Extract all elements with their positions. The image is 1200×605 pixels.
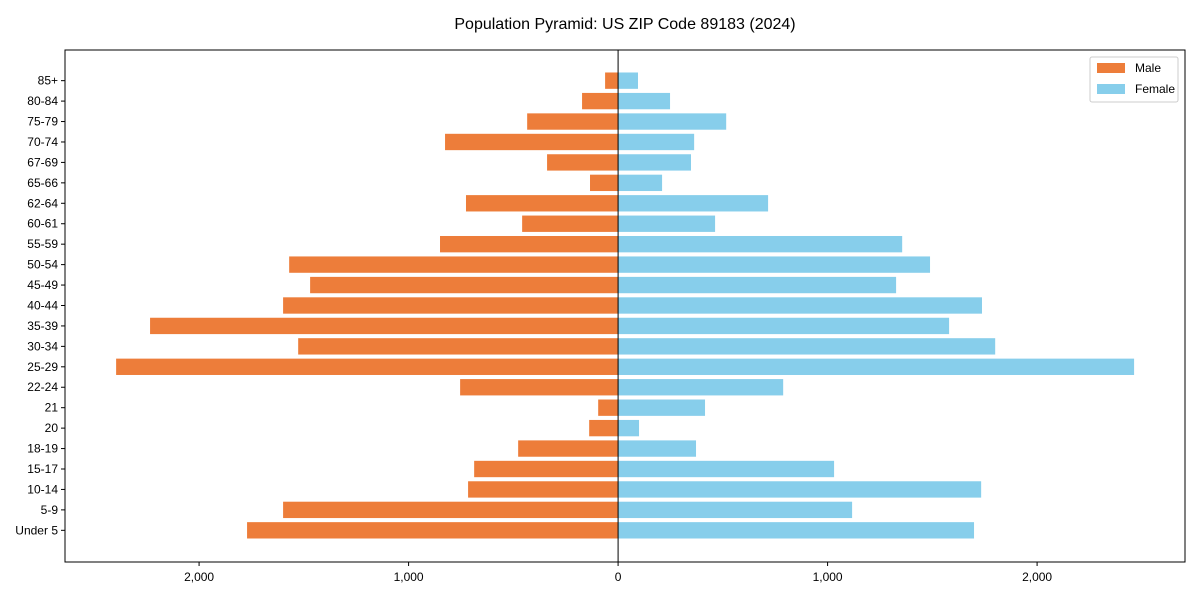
bar-male-21 (598, 399, 619, 416)
chart-title: Population Pyramid: US ZIP Code 89183 (2… (454, 16, 795, 33)
bar-female-45-49 (618, 276, 897, 294)
bar-female-50-54 (618, 256, 931, 273)
x-tick-label: 1,000 (394, 570, 424, 584)
y-tick-label: 40-44 (27, 298, 58, 312)
y-tick-label: 60-61 (27, 217, 58, 231)
bar-male-60-61 (522, 215, 619, 232)
bar-female-20 (618, 419, 640, 437)
x-tick-label: 0 (615, 570, 622, 584)
bar-male-67-69 (547, 154, 619, 171)
bar-male-30-34 (298, 338, 619, 355)
y-tick-label: 65-66 (27, 176, 58, 190)
y-tick-label: 10-14 (27, 482, 58, 496)
y-tick-label: 22-24 (27, 380, 58, 394)
y-tick-label: 50-54 (27, 258, 58, 272)
bar-male-75-79 (527, 113, 619, 130)
bar-female-30-34 (618, 338, 996, 355)
bar-female-5-9 (618, 501, 853, 519)
bar-male-35-39 (150, 317, 619, 335)
x-tick-label: 2,000 (184, 570, 214, 584)
legend-swatch-male (1097, 63, 1125, 73)
y-tick-label: 5-9 (41, 503, 59, 517)
bar-male-50-54 (289, 256, 619, 273)
y-tick-label: 21 (45, 401, 59, 415)
bar-female-35-39 (618, 317, 950, 335)
bar-female-55-59 (618, 235, 903, 253)
bar-male-85+ (605, 72, 619, 89)
y-tick-label: 25-29 (27, 360, 58, 374)
bar-female-70-74 (618, 133, 695, 151)
y-tick-label: 85+ (38, 74, 58, 88)
bar-female-67-69 (618, 154, 691, 171)
bar-male-65-66 (590, 174, 619, 192)
bar-female-22-24 (618, 379, 784, 396)
legend-label-female: Female (1135, 82, 1175, 96)
y-tick-label: 20 (45, 421, 59, 435)
bar-female-75-79 (618, 113, 727, 130)
bar-female-62-64 (618, 195, 769, 212)
y-tick-label: 18-19 (27, 442, 58, 456)
y-tick-label: 67-69 (27, 155, 58, 169)
bar-female-25-29 (618, 358, 1135, 375)
y-tick-label: 70-74 (27, 135, 58, 149)
bar-female-60-61 (618, 215, 716, 232)
y-tick-label: 30-34 (27, 339, 58, 353)
bar-male-18-19 (518, 440, 619, 457)
bar-female-under-5 (618, 522, 975, 539)
bar-male-80-84 (582, 92, 619, 110)
y-tick-label: 75-79 (27, 115, 58, 129)
bar-male-25-29 (116, 358, 619, 375)
bar-female-18-19 (618, 440, 697, 457)
bar-male-55-59 (440, 235, 619, 253)
bar-female-15-17 (618, 460, 835, 478)
bar-female-21 (618, 399, 706, 416)
bar-male-70-74 (445, 133, 619, 151)
y-tick-label: 55-59 (27, 237, 58, 251)
y-tick-label: 62-64 (27, 196, 58, 210)
bar-male-10-14 (468, 481, 619, 498)
y-tick-label: 45-49 (27, 278, 58, 292)
bar-female-85+ (618, 72, 638, 89)
bar-male-62-64 (465, 195, 619, 212)
legend-label-male: Male (1135, 61, 1161, 75)
y-tick-label: Under 5 (15, 523, 58, 537)
bar-male-22-24 (460, 379, 619, 396)
bar-male-45-49 (310, 276, 619, 294)
bar-male-40-44 (283, 297, 619, 314)
y-tick-label: 15-17 (27, 462, 58, 476)
y-tick-label: 35-39 (27, 319, 58, 333)
bar-male-15-17 (474, 460, 619, 478)
bar-male-5-9 (283, 501, 619, 519)
bar-female-65-66 (618, 174, 663, 192)
legend-swatch-female (1097, 84, 1125, 94)
y-tick-label: 80-84 (27, 94, 58, 108)
bar-female-10-14 (618, 481, 982, 498)
plot-frame (64, 49, 1186, 563)
bar-female-80-84 (618, 92, 671, 110)
legend: Male Female (1089, 56, 1179, 103)
bar-male-20 (589, 419, 619, 437)
x-tick-label: 1,000 (813, 570, 843, 584)
x-tick-label: 2,000 (1022, 570, 1052, 584)
bar-male-under-5 (247, 522, 619, 539)
bar-female-40-44 (618, 297, 982, 314)
